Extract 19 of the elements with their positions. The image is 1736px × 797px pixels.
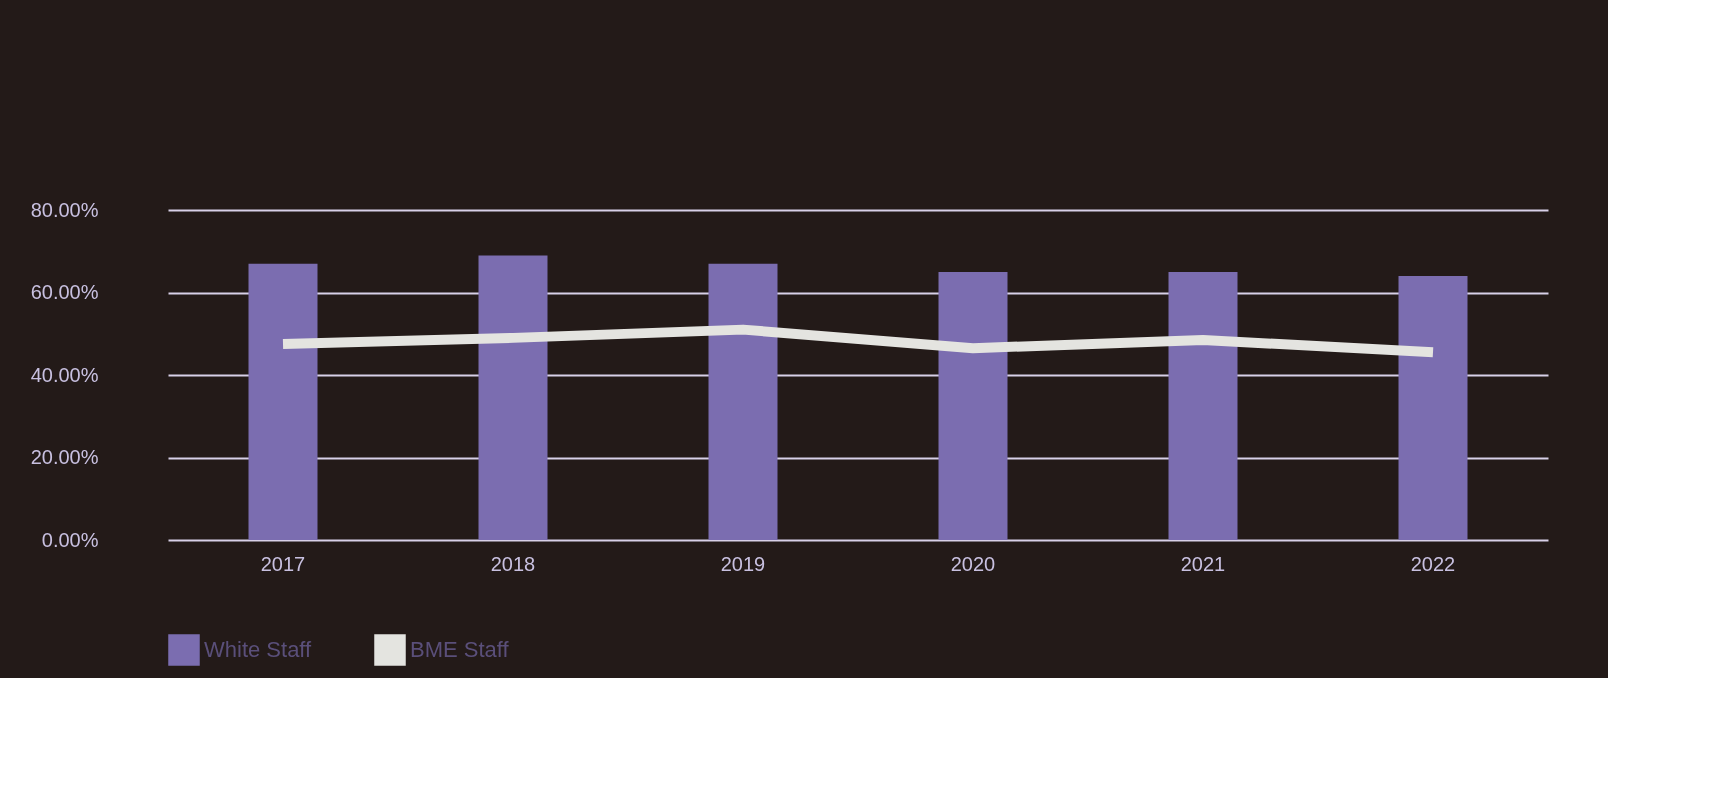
- legend-label: BME Staff: [410, 637, 510, 662]
- y-tick-label: 60.00%: [30, 281, 99, 303]
- bar: [248, 263, 318, 540]
- y-tick-label: 20.00%: [30, 446, 99, 468]
- y-tick-label: 0.00%: [41, 528, 99, 551]
- x-tick-label: 2021: [1180, 552, 1226, 575]
- bar: [1168, 271, 1238, 540]
- legend-label: White Staff: [204, 637, 313, 662]
- bar: [478, 255, 548, 540]
- x-tick-label: 2018: [490, 552, 536, 575]
- y-tick-label: 40.00%: [30, 363, 99, 386]
- y-tick-label: 80.00%: [30, 198, 99, 221]
- x-tick-label: 2022: [1410, 552, 1456, 575]
- x-tick-label: 2017: [260, 552, 306, 575]
- x-tick-label: 2020: [950, 552, 996, 575]
- bar: [708, 263, 778, 540]
- bar: [1398, 276, 1468, 540]
- bar: [938, 271, 1008, 540]
- x-tick-label: 2019: [720, 552, 766, 575]
